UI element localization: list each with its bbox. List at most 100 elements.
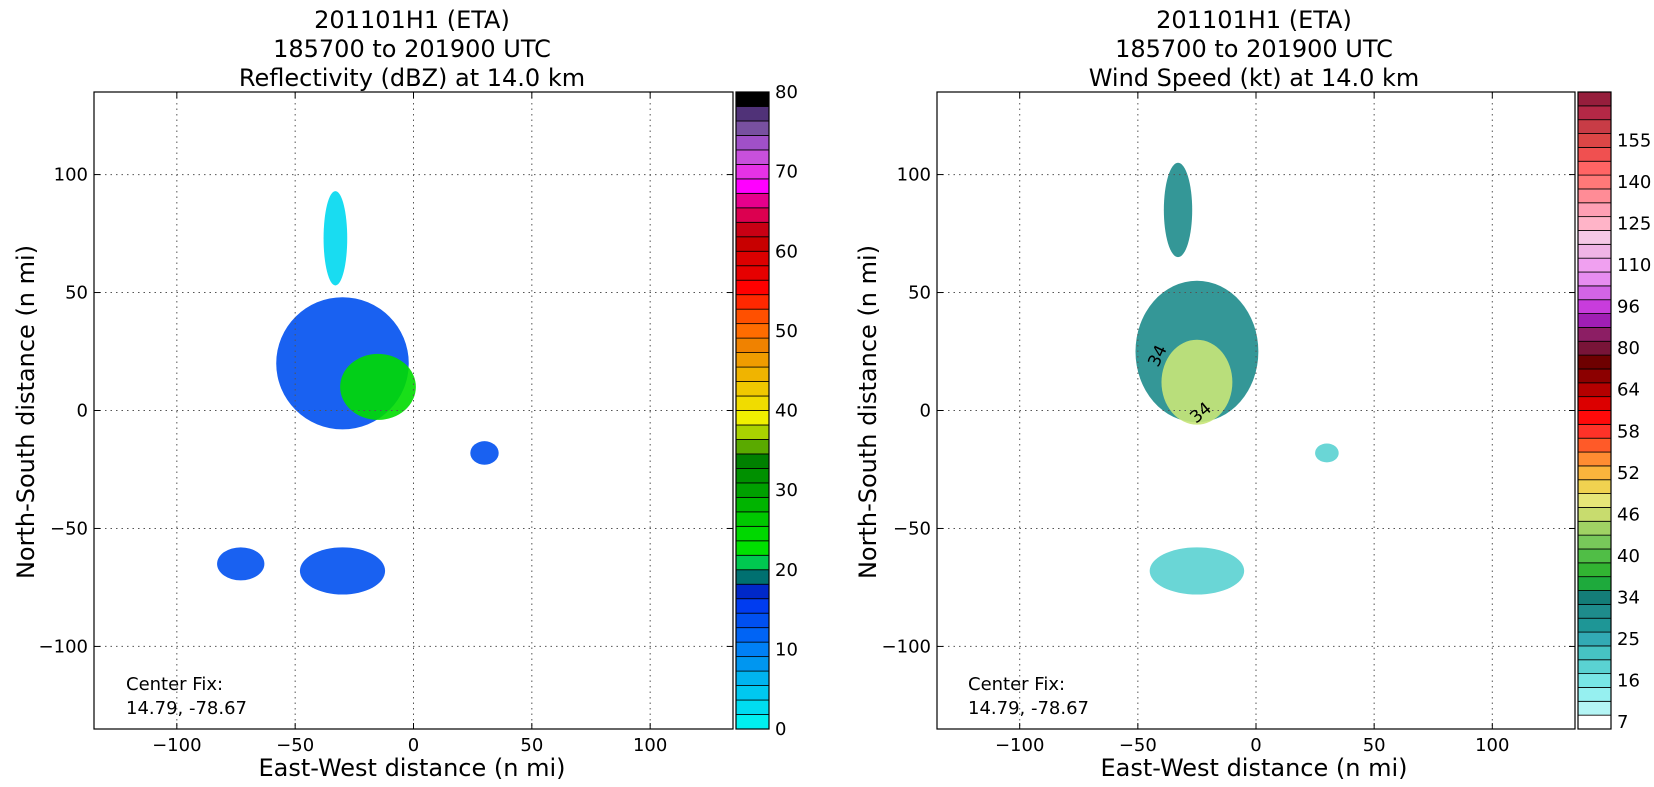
colorbar-swatch bbox=[1577, 673, 1612, 688]
colorbar-swatch bbox=[735, 685, 770, 701]
colorbar-swatch bbox=[735, 149, 770, 165]
panel2-xlabel: East-West distance (n mi) bbox=[1100, 754, 1407, 782]
colorbar-swatch bbox=[735, 279, 770, 296]
colorbar-swatch bbox=[1577, 520, 1612, 536]
colorbar-tick-label: 0 bbox=[775, 719, 786, 740]
colorbar-swatch bbox=[735, 207, 770, 223]
colorbar-swatch bbox=[1577, 479, 1612, 494]
panel1-title-line1: 201101H1 (ETA) bbox=[314, 6, 510, 34]
colorbar-tick-label: 50 bbox=[775, 321, 798, 342]
colorbar-swatch bbox=[735, 410, 770, 426]
panel1-center-fix-value: 14.79, -78.67 bbox=[126, 698, 247, 719]
x-tick-label: 0 bbox=[408, 735, 419, 756]
storm-cell bbox=[323, 191, 348, 286]
y-tick-label: 0 bbox=[920, 401, 931, 422]
colorbar-swatch bbox=[1577, 714, 1612, 730]
colorbar-swatch bbox=[1577, 396, 1612, 411]
colorbar-swatch bbox=[735, 163, 770, 180]
colorbar-swatch bbox=[735, 366, 770, 382]
colorbar-swatch bbox=[735, 135, 770, 151]
y-tick-label: 100 bbox=[54, 165, 88, 186]
colorbar-swatch bbox=[735, 554, 770, 571]
colorbar-tick-label: 80 bbox=[1617, 338, 1640, 359]
y-tick-label: 0 bbox=[77, 401, 88, 422]
colorbar-frame bbox=[735, 91, 770, 730]
panel1-colorbar: 0 10 20 30 40 50 60 70 80 bbox=[735, 82, 798, 740]
plot-frame bbox=[93, 91, 734, 730]
colorbar-swatch bbox=[735, 381, 770, 397]
colorbar-swatch bbox=[1577, 354, 1612, 370]
colorbar-swatch bbox=[1577, 700, 1612, 716]
storm-cell bbox=[299, 547, 386, 595]
x-tick-label: −100 bbox=[995, 735, 1044, 756]
colorbar-frame bbox=[1577, 91, 1612, 730]
panel2-center-fix-label: Center Fix: bbox=[968, 674, 1065, 695]
colorbar-swatch bbox=[1577, 340, 1612, 356]
panel1-xlabel: East-West distance (n mi) bbox=[258, 754, 565, 782]
colorbar-swatch bbox=[1577, 327, 1612, 342]
colorbar-tick-label: 140 bbox=[1617, 172, 1651, 193]
colorbar-swatch bbox=[1577, 617, 1612, 633]
panel2-title-line3: Wind Speed (kt) at 14.0 km bbox=[1089, 64, 1420, 92]
colorbar-swatch bbox=[735, 352, 770, 368]
colorbar-swatch bbox=[1577, 285, 1612, 301]
colorbar-swatch bbox=[735, 424, 770, 440]
colorbar-swatch bbox=[735, 308, 770, 325]
colorbar-swatch bbox=[1577, 562, 1612, 578]
colorbar-swatch bbox=[1577, 382, 1612, 398]
panel1-plot-area: −100 −50 0 50 100 −100 −50 0 50 100 bbox=[39, 91, 734, 756]
colorbar-swatch bbox=[1577, 174, 1612, 190]
colorbar-swatch bbox=[735, 583, 770, 600]
colorbar-swatch bbox=[1577, 534, 1612, 550]
colorbar-swatch bbox=[735, 395, 770, 411]
colorbar-tick-label: 16 bbox=[1617, 671, 1640, 692]
colorbar-swatch bbox=[735, 569, 770, 585]
colorbar-swatch bbox=[1577, 603, 1612, 619]
reflectivity-panel: 201101H1 (ETA) 185700 to 201900 UTC Refl… bbox=[12, 6, 798, 782]
colorbar-swatch bbox=[1577, 133, 1612, 148]
colorbar-swatch bbox=[735, 265, 770, 281]
colorbar-swatch bbox=[735, 714, 770, 730]
colorbar-swatch bbox=[735, 453, 770, 469]
colorbar-tick-label: 96 bbox=[1617, 297, 1640, 318]
colorbar-tick-label: 30 bbox=[775, 480, 798, 501]
colorbar-swatch bbox=[1577, 548, 1612, 564]
colorbar-swatch bbox=[735, 91, 770, 107]
colorbar-swatch bbox=[1577, 119, 1612, 134]
x-tick-label: 0 bbox=[1250, 735, 1261, 756]
x-tick-label: 100 bbox=[633, 735, 667, 756]
windspeed-panel: 201101H1 (ETA) 185700 to 201900 UTC Wind… bbox=[854, 6, 1651, 782]
x-tick-label: −50 bbox=[1119, 735, 1157, 756]
colorbar-tick-label: 58 bbox=[1617, 421, 1640, 442]
panel1-ylabel: North-South distance (n mi) bbox=[12, 245, 40, 579]
colorbar-swatch bbox=[735, 120, 770, 136]
x-tick-label: 50 bbox=[1363, 735, 1386, 756]
colorbar-tick-label: 46 bbox=[1617, 504, 1640, 525]
panel2-colorbar: 7 16 25 34 40 46 52 58 64 80 96 110 125 140 155 bbox=[1577, 91, 1651, 733]
colorbar-swatch bbox=[1577, 465, 1612, 481]
colorbar-tick-label: 34 bbox=[1617, 587, 1640, 608]
storm-cell bbox=[1163, 162, 1193, 258]
x-tick-label: −100 bbox=[152, 735, 201, 756]
y-tick-label: 50 bbox=[65, 283, 88, 304]
colorbar-tick-label: 125 bbox=[1617, 214, 1651, 235]
colorbar-swatch bbox=[1577, 687, 1612, 702]
colorbar-swatch bbox=[1577, 188, 1612, 204]
panel1-title-line2: 185700 to 201900 UTC bbox=[273, 35, 551, 63]
colorbar-tick-label: 40 bbox=[775, 401, 798, 422]
colorbar-swatch bbox=[1577, 590, 1612, 605]
storm-cell bbox=[217, 547, 265, 581]
colorbar-tick-label: 155 bbox=[1617, 130, 1651, 151]
panel2-title-line2: 185700 to 201900 UTC bbox=[1115, 35, 1393, 63]
plot-frame bbox=[936, 91, 1576, 730]
colorbar-swatch bbox=[1577, 631, 1612, 647]
colorbar-swatch bbox=[735, 699, 770, 715]
colorbar-swatch bbox=[735, 323, 770, 339]
panel2-title-line1: 201101H1 (ETA) bbox=[1156, 6, 1352, 34]
colorbar-swatch bbox=[1577, 493, 1612, 508]
x-tick-label: 50 bbox=[520, 735, 543, 756]
colorbar-swatch bbox=[1577, 160, 1612, 176]
colorbar-swatch bbox=[735, 337, 770, 353]
storm-cell bbox=[470, 441, 499, 465]
panel1-title-line3: Reflectivity (dBZ) at 14.0 km bbox=[239, 64, 585, 92]
